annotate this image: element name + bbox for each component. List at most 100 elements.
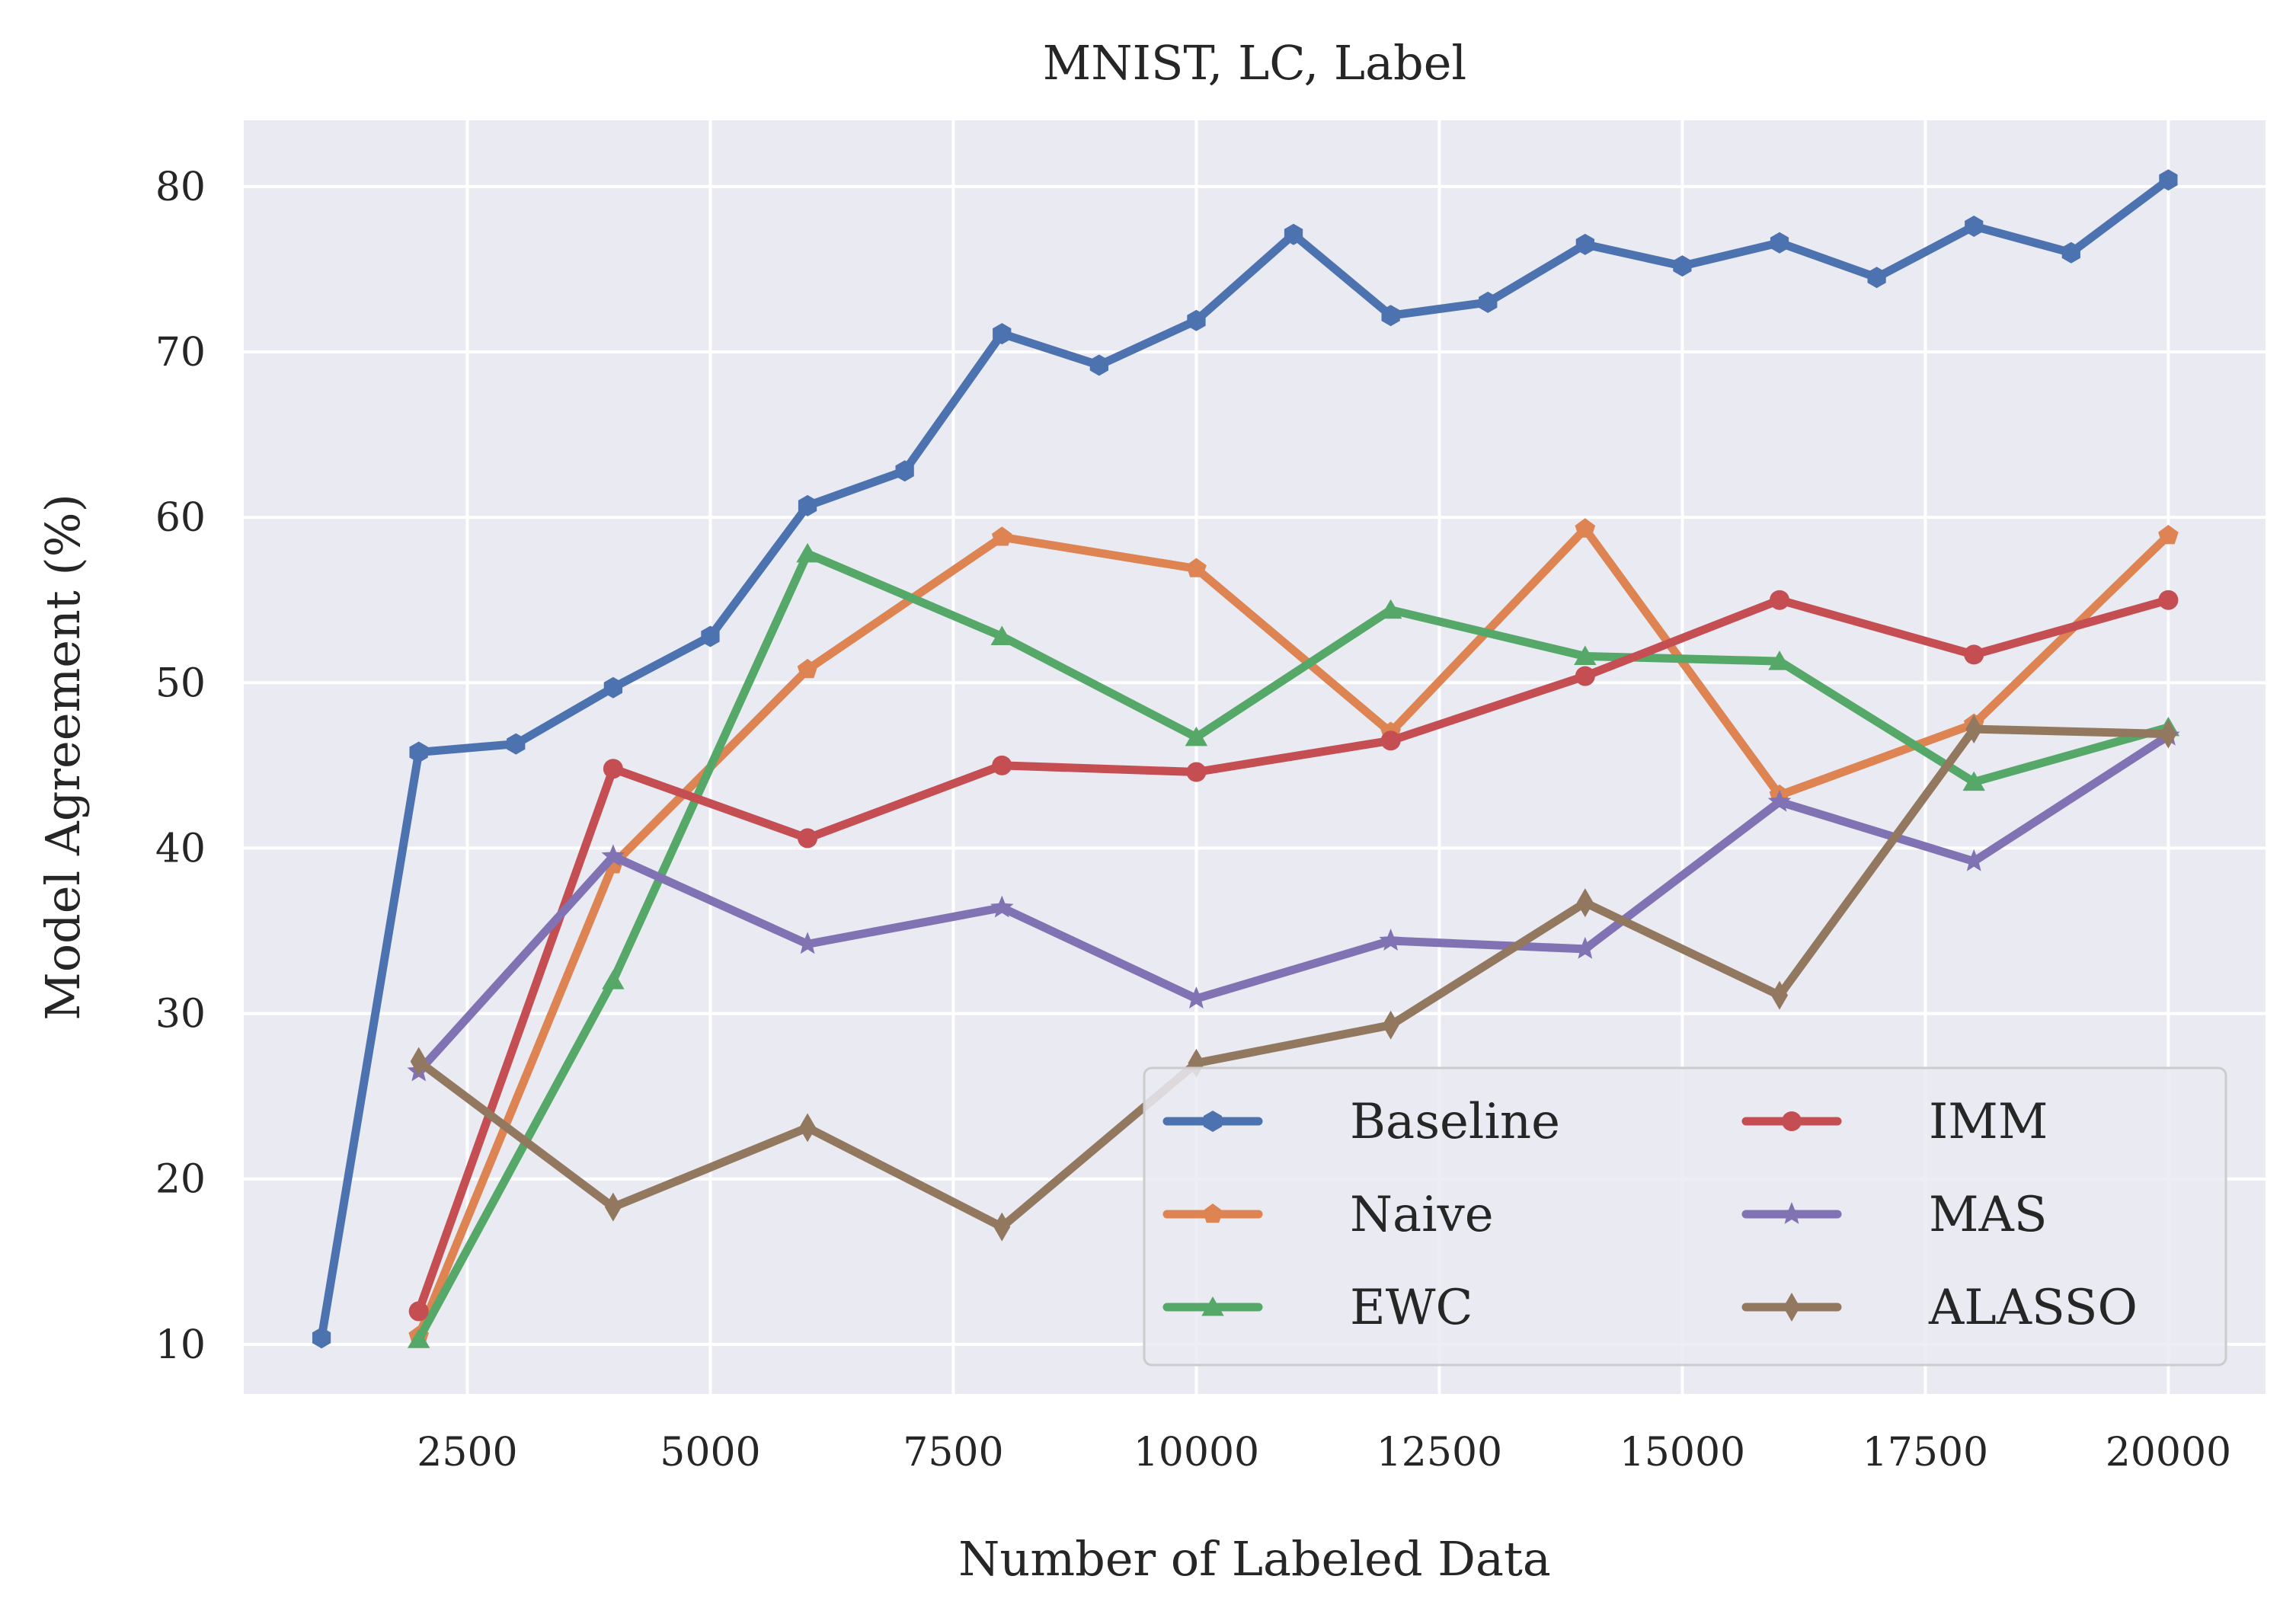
data-point-naive bbox=[797, 658, 818, 679]
legend-marker-naive bbox=[1202, 1204, 1223, 1223]
legend-label-naive: Naive bbox=[1350, 1187, 1494, 1243]
series-line-alasso bbox=[414, 724, 2173, 1232]
data-point-mas bbox=[1573, 936, 1597, 959]
data-point-ewc bbox=[1574, 645, 1597, 665]
y-tick-label: 40 bbox=[155, 826, 206, 871]
legend-item-alasso: ALASSO bbox=[1741, 1280, 2138, 1336]
data-point-mas bbox=[1379, 929, 1402, 951]
legend-label-mas: MAS bbox=[1929, 1187, 2048, 1243]
legend-item-naive: Naive bbox=[1162, 1187, 1494, 1243]
data-point-baseline bbox=[1479, 291, 1498, 313]
x-tick-label: 15000 bbox=[1620, 1430, 1745, 1475]
data-point-baseline bbox=[1284, 223, 1303, 245]
data-point-imm bbox=[798, 828, 818, 849]
data-point-naive bbox=[1186, 558, 1207, 577]
legend-marker-baseline bbox=[1203, 1111, 1223, 1132]
legend-marker-alasso bbox=[1783, 1293, 1800, 1322]
legend-item-baseline: Baseline bbox=[1162, 1094, 1560, 1150]
x-tick-label: 12500 bbox=[1377, 1430, 1502, 1475]
data-point-ewc bbox=[1185, 726, 1208, 746]
data-point-naive bbox=[991, 526, 1012, 546]
data-point-ewc bbox=[602, 970, 625, 989]
legend-marker-ewc bbox=[1201, 1296, 1224, 1316]
data-point-alasso bbox=[1576, 888, 1594, 918]
x-tick-label: 10000 bbox=[1134, 1430, 1259, 1475]
series-line-baseline bbox=[317, 175, 2173, 1342]
y-tick-label: 60 bbox=[155, 495, 206, 541]
series-ewc bbox=[408, 542, 2180, 1348]
legend-marker-imm bbox=[1782, 1111, 1802, 1131]
x-axis-label: Number of Labeled Data bbox=[958, 1531, 1551, 1587]
data-point-alasso bbox=[1771, 980, 1789, 1010]
data-point-baseline bbox=[895, 460, 914, 482]
data-point-mas bbox=[1185, 986, 1208, 1009]
data-point-baseline bbox=[1965, 216, 1984, 237]
data-point-mas bbox=[1767, 789, 1792, 812]
data-point-imm bbox=[603, 759, 623, 779]
y-tick-label: 80 bbox=[155, 165, 206, 210]
data-point-imm bbox=[408, 1301, 429, 1322]
legend-item-ewc: EWC bbox=[1162, 1280, 1473, 1336]
series-line-mas bbox=[414, 731, 2173, 1076]
data-point-baseline bbox=[1673, 255, 1692, 277]
data-point-imm bbox=[1575, 666, 1595, 686]
data-point-ewc bbox=[1379, 599, 1402, 619]
series-baseline bbox=[312, 169, 2178, 1349]
series-alasso bbox=[410, 714, 2177, 1242]
legend-frame bbox=[1143, 1066, 2227, 1367]
y-tick-label: 10 bbox=[155, 1322, 206, 1368]
x-tick-label: 2500 bbox=[417, 1430, 517, 1475]
data-point-alasso bbox=[410, 1047, 427, 1076]
data-point-ewc bbox=[796, 542, 819, 563]
data-point-alasso bbox=[604, 1192, 622, 1222]
legend: Baseline Naive EWC IMM MAS ALASSO bbox=[1143, 1066, 2227, 1367]
data-point-imm bbox=[992, 755, 1012, 775]
data-point-baseline bbox=[1575, 233, 1594, 255]
data-point-imm bbox=[1770, 590, 1790, 610]
data-point-ewc bbox=[1768, 651, 1791, 670]
y-tick-label: 20 bbox=[155, 1157, 206, 1203]
data-point-baseline bbox=[2159, 169, 2178, 191]
data-point-imm bbox=[1964, 644, 1984, 665]
data-point-baseline bbox=[798, 494, 817, 516]
data-point-alasso bbox=[993, 1212, 1011, 1242]
data-point-baseline bbox=[701, 625, 720, 647]
series-line-ewc bbox=[414, 549, 2173, 1344]
data-point-imm bbox=[1380, 730, 1401, 751]
data-point-imm bbox=[1186, 762, 1207, 782]
legend-item-imm: IMM bbox=[1741, 1094, 2048, 1150]
y-tick-label: 30 bbox=[155, 992, 206, 1037]
y-tick-label: 70 bbox=[155, 330, 206, 376]
data-point-baseline bbox=[993, 323, 1012, 345]
data-point-naive bbox=[1575, 518, 1596, 538]
x-tick-labels: 2500 5000 7500 10000 12500 15000 17500 20000 bbox=[417, 1430, 2231, 1475]
x-tick-label: 20000 bbox=[2106, 1430, 2231, 1475]
data-point-baseline bbox=[603, 676, 622, 699]
data-point-imm bbox=[2158, 590, 2179, 610]
x-tick-label: 17500 bbox=[1863, 1430, 1988, 1475]
series-line-imm bbox=[414, 596, 2173, 1316]
legend-marker-mas bbox=[1780, 1202, 1804, 1224]
y-tick-labels: 10 20 30 40 50 60 70 80 bbox=[155, 165, 206, 1368]
data-point-alasso bbox=[1965, 714, 1983, 744]
data-point-mas bbox=[1962, 849, 1986, 871]
data-point-baseline bbox=[2061, 241, 2080, 264]
data-point-mas bbox=[601, 844, 625, 867]
data-point-baseline bbox=[312, 1327, 331, 1349]
data-point-baseline bbox=[1187, 309, 1206, 331]
data-point-baseline bbox=[1381, 305, 1400, 327]
data-point-ewc bbox=[990, 625, 1013, 645]
series-mas bbox=[407, 723, 2180, 1082]
data-point-alasso bbox=[1382, 1010, 1399, 1040]
legend-label-imm: IMM bbox=[1929, 1094, 2048, 1150]
series-imm bbox=[408, 590, 2179, 1322]
data-point-baseline bbox=[1089, 354, 1108, 376]
data-point-baseline bbox=[409, 741, 428, 763]
series-layer bbox=[312, 169, 2180, 1349]
data-point-mas bbox=[990, 895, 1014, 918]
legend-item-mas: MAS bbox=[1741, 1187, 2048, 1243]
data-point-baseline bbox=[1867, 267, 1886, 289]
data-point-baseline bbox=[1770, 232, 1789, 254]
x-tick-label: 7500 bbox=[903, 1430, 1003, 1475]
